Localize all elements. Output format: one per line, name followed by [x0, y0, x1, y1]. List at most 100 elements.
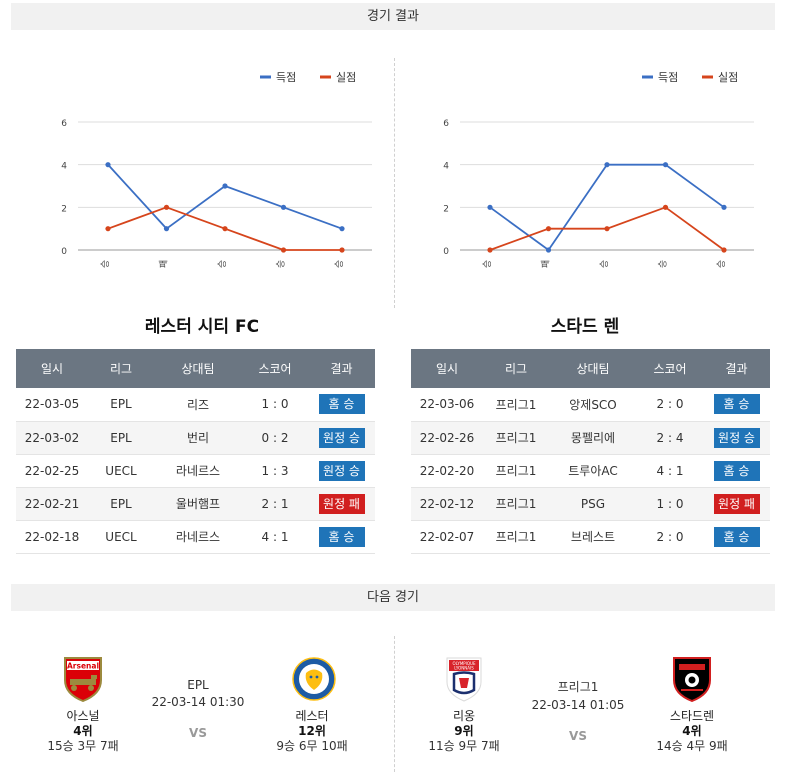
- team-rank: 12위: [298, 724, 326, 738]
- row-score: 4 : 1: [637, 454, 703, 488]
- right-team-score-chart: 득점 실점 0 2 4 6 승 패 승 승 승: [443, 71, 754, 268]
- team-name: 레스터: [295, 709, 329, 723]
- row-result: 홈 승: [308, 388, 375, 422]
- next-match-2: OLYMPIQUE LYONNAIS 리옹 9위 11승 9무 7패 프리그1 …: [398, 650, 758, 770]
- table-row: 22-02-25 UECL 라네르스 1 : 3 원정 승: [16, 454, 375, 488]
- match-league: EPL: [187, 678, 209, 692]
- data-point: [487, 247, 493, 253]
- row-league: UECL: [88, 520, 154, 554]
- row-opponent: 앙제SCO: [549, 388, 637, 422]
- vs-label: VS: [569, 729, 587, 743]
- data-point: [662, 162, 669, 168]
- match-time: 22-03-14 01:30: [151, 695, 245, 709]
- data-point: [721, 247, 727, 253]
- table-row: 22-02-26 프리그1 몽펠리에 2 : 4 원정 승: [411, 421, 770, 455]
- match-league: 프리그1: [557, 680, 599, 694]
- row-result: 원정 승: [308, 454, 375, 488]
- series-line: [107, 164, 343, 230]
- result-badge: 원정 승: [713, 427, 760, 448]
- row-opponent: 몽펠리에: [549, 421, 637, 455]
- row-league: UECL: [88, 454, 154, 488]
- vs-label: VS: [189, 726, 207, 740]
- team-name: 아스널: [66, 709, 100, 723]
- row-result: 홈 승: [308, 520, 375, 554]
- away-team: 레스터 12위 9승 6무 10패: [262, 656, 362, 754]
- team-rank: 4위: [682, 724, 702, 738]
- result-badge: 홈 승: [318, 526, 365, 547]
- row-date: 22-03-05: [16, 388, 88, 422]
- match-divider: [394, 636, 395, 772]
- x-tick-label: 승: [334, 260, 345, 268]
- col-date: 일시: [411, 349, 483, 388]
- data-point: [105, 226, 111, 232]
- row-result: 원정 승: [308, 421, 375, 455]
- result-badge: 원정 승: [318, 427, 365, 448]
- legend-label: 실점: [718, 71, 738, 84]
- row-date: 22-02-18: [16, 520, 88, 554]
- x-tick-label: 승: [100, 260, 111, 268]
- result-badge: 원정 패: [713, 493, 760, 514]
- data-point: [222, 183, 228, 189]
- row-score: 1 : 3: [242, 454, 308, 488]
- col-league: 리그: [88, 349, 154, 388]
- table-row: 22-02-20 프리그1 트루아AC 4 : 1 홈 승: [411, 454, 770, 488]
- row-result: 홈 승: [703, 454, 770, 488]
- svg-text:OLYMPIQUE: OLYMPIQUE: [453, 661, 476, 666]
- team-record: 15승 3무 7패: [47, 739, 119, 753]
- table-row: 22-03-05 EPL 리즈 1 : 0 홈 승: [16, 388, 375, 422]
- left-team-title: 레스터 시티 FC: [144, 317, 260, 337]
- result-badge: 홈 승: [318, 394, 365, 415]
- results-section-header: 경기 결과: [11, 3, 775, 30]
- data-point: [339, 247, 345, 253]
- chart-divider: [394, 58, 395, 308]
- row-date: 22-02-07: [411, 520, 483, 554]
- leicester-logo: [291, 656, 336, 702]
- legend-label: 득점: [658, 71, 678, 84]
- row-result: 원정 패: [703, 487, 770, 521]
- next-section-header: 다음 경기: [11, 584, 775, 611]
- data-point: [487, 204, 493, 210]
- x-tick-label: 패: [159, 260, 170, 268]
- next-match-1: Arsenal 아스널 4위 15승 3무 7패 EPL 22-03-14 01…: [18, 650, 378, 770]
- row-score: 2 : 1: [242, 487, 308, 521]
- team-record: 11승 9무 7패: [428, 739, 500, 753]
- col-result: 결과: [703, 349, 770, 388]
- x-tick-label: 패: [541, 260, 552, 268]
- row-league: 프리그1: [483, 388, 549, 422]
- row-league: EPL: [88, 487, 154, 521]
- row-score: 1 : 0: [242, 388, 308, 422]
- row-date: 22-02-26: [411, 421, 483, 455]
- row-league: 프리그1: [483, 454, 549, 488]
- legend-label: 실점: [336, 71, 356, 84]
- data-point: [163, 204, 170, 210]
- row-date: 22-02-25: [16, 454, 88, 488]
- y-tick-label: 0: [61, 247, 67, 257]
- home-team: Arsenal 아스널 4위 15승 3무 7패: [33, 656, 133, 754]
- away-team: 스타드렌 4위 14승 4무 9패: [642, 656, 742, 754]
- row-result: 홈 승: [703, 520, 770, 554]
- data-point: [280, 204, 287, 210]
- row-score: 2 : 0: [637, 520, 703, 554]
- row-score: 4 : 1: [242, 520, 308, 554]
- row-league: EPL: [88, 388, 154, 422]
- team-record: 9승 6무 10패: [276, 739, 348, 753]
- result-badge: 홈 승: [713, 526, 760, 547]
- row-opponent: 트루아AC: [549, 454, 637, 488]
- lyon-logo: OLYMPIQUE LYONNAIS: [443, 656, 485, 702]
- y-tick-label: 2: [443, 204, 449, 214]
- row-result: 원정 패: [308, 487, 375, 521]
- row-league: 프리그1: [483, 421, 549, 455]
- row-opponent: 라네르스: [154, 454, 242, 488]
- team-rank: 9위: [454, 724, 474, 738]
- row-league: 프리그1: [483, 487, 549, 521]
- y-tick-label: 4: [443, 162, 449, 172]
- data-point: [222, 226, 228, 232]
- col-score: 스코어: [242, 349, 308, 388]
- results-section-title: 경기 결과: [367, 9, 419, 24]
- y-tick-label: 4: [61, 162, 67, 172]
- legend-label: 득점: [276, 71, 296, 84]
- team-record: 14승 4무 9패: [656, 739, 728, 753]
- x-tick-label: 승: [599, 260, 610, 268]
- row-opponent: 라네르스: [154, 520, 242, 554]
- table-row: 22-02-07 프리그1 브레스트 2 : 0 홈 승: [411, 520, 770, 554]
